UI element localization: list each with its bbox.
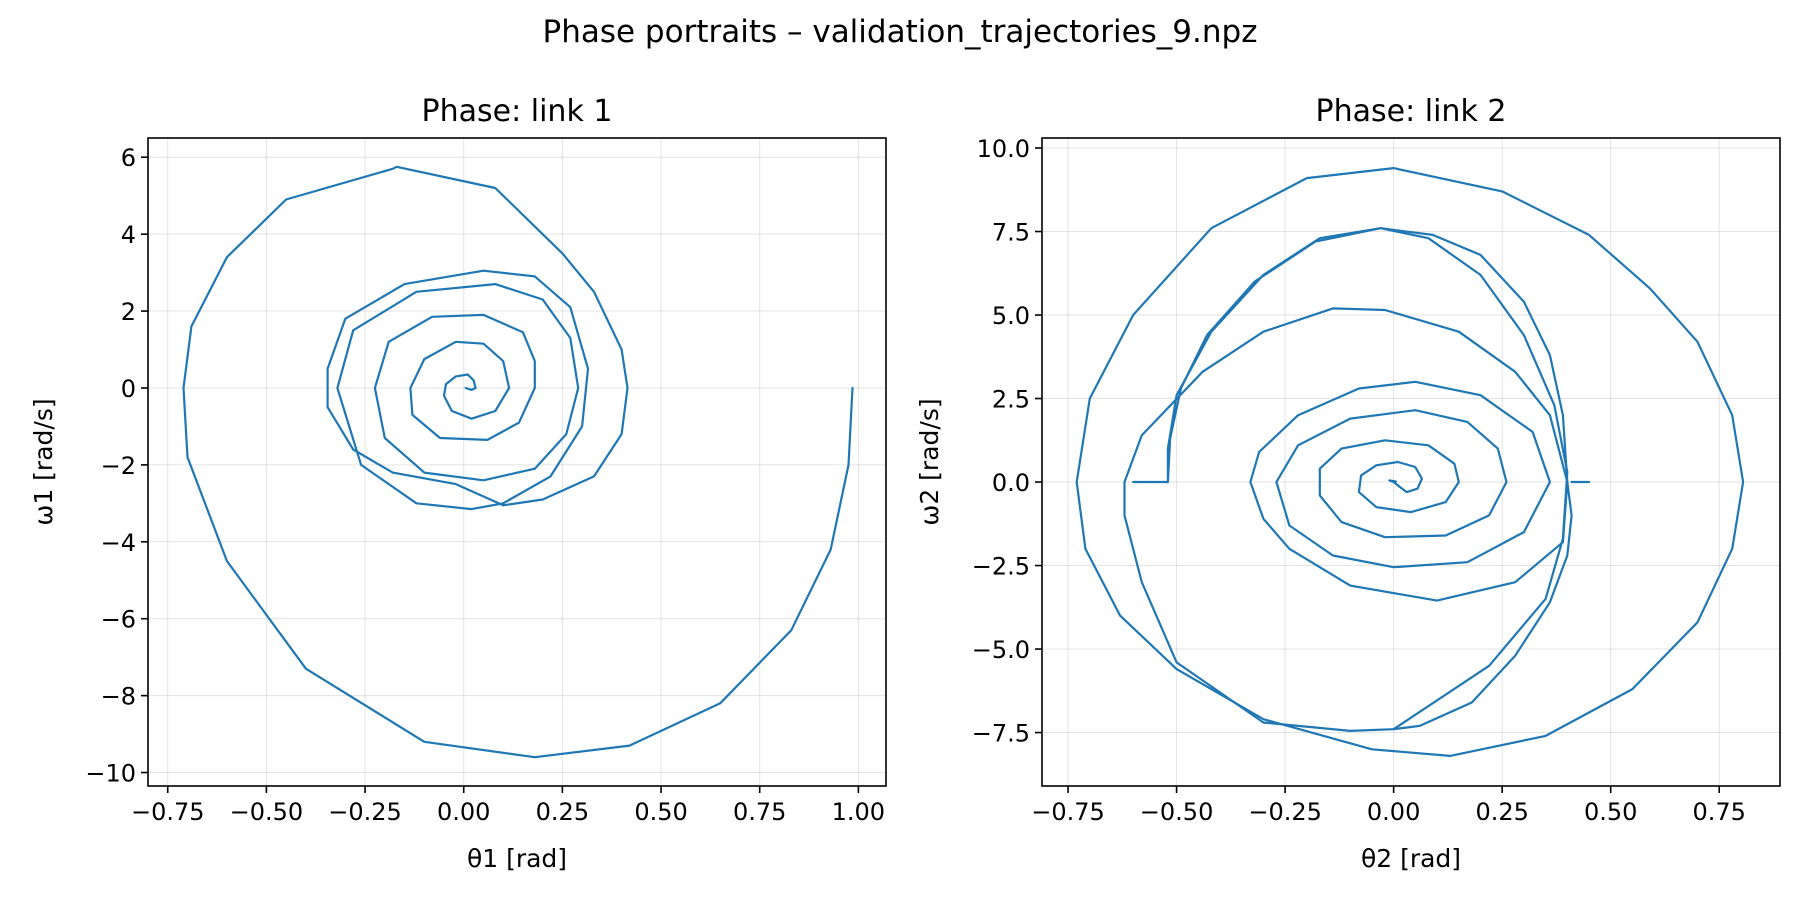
x-tick-label: −0.75: [131, 798, 205, 826]
y-tick-label: 7.5: [992, 219, 1030, 247]
x-tick-label: −0.50: [1140, 798, 1214, 826]
y-tick-label: 10.0: [977, 135, 1030, 163]
subplot-title: Phase: link 1: [422, 94, 613, 129]
axes-frame: [147, 137, 887, 787]
x-tick-label: −0.25: [1248, 798, 1322, 826]
x-tick-label: 0.50: [1584, 798, 1637, 826]
x-tick-label: 0.25: [536, 798, 589, 826]
series-line-3: [1392, 480, 1573, 731]
y-tick-label: 6: [121, 144, 136, 172]
y-axis-label: ω1 [rad/s]: [29, 398, 58, 525]
x-tick-label: 0.75: [733, 798, 786, 826]
y-tick-label: −10: [85, 760, 136, 788]
x-tick-label: 0.25: [1475, 798, 1528, 826]
y-tick-label: 4: [121, 221, 136, 249]
grid: [148, 138, 886, 786]
y-tick-label: −4: [101, 529, 136, 557]
subplot-link-2: −0.75 −0.50 −0.25 0.00 0.25 0.50 0.75 −7.5 −5.0 −…: [915, 94, 1781, 873]
y-tick-label: 2: [121, 298, 136, 326]
x-tick-label: 0.00: [437, 798, 490, 826]
y-tick-label: −6: [101, 606, 136, 634]
y-tick-label: 2.5: [992, 386, 1030, 414]
y-tick-label: −5.0: [972, 636, 1030, 664]
x-tick-label: −0.75: [1031, 798, 1105, 826]
x-axis-label: θ1 [rad]: [467, 844, 567, 873]
series-line-1: [1123, 227, 1569, 732]
series-line-6: [1075, 167, 1745, 757]
y-tick-label: −2.5: [972, 553, 1030, 581]
figure-suptitle: Phase portraits – validation_trajectorie…: [543, 14, 1258, 50]
y-axis-label: ω2 [rad/s]: [915, 398, 944, 525]
x-tick-label: 0.00: [1367, 798, 1420, 826]
subplot-title: Phase: link 2: [1316, 94, 1507, 129]
x-tick-label: 1.00: [832, 798, 885, 826]
x-tick-label: −0.25: [328, 798, 402, 826]
y-tick-label: −7.5: [972, 720, 1030, 748]
y-tick-label: 5.0: [992, 302, 1030, 330]
axes-frame: [1041, 137, 1781, 787]
series-line-1: [182, 165, 854, 759]
y-tick-label: 0: [121, 375, 136, 403]
subplot-link-1: −0.75 −0.50 −0.25 0.00 0.25 0.50 0.75 1.00 −10 −8…: [29, 94, 887, 873]
x-axis-label: θ2 [rad]: [1361, 844, 1461, 873]
x-tick-label: 0.50: [634, 798, 687, 826]
series-line-2: [1166, 227, 1569, 484]
x-tick-label: −0.50: [230, 798, 304, 826]
y-tick-label: −2: [101, 452, 136, 480]
y-tick-label: −8: [101, 683, 136, 711]
x-tick-label: 0.75: [1693, 798, 1746, 826]
y-tick-label: 0.0: [992, 469, 1030, 497]
